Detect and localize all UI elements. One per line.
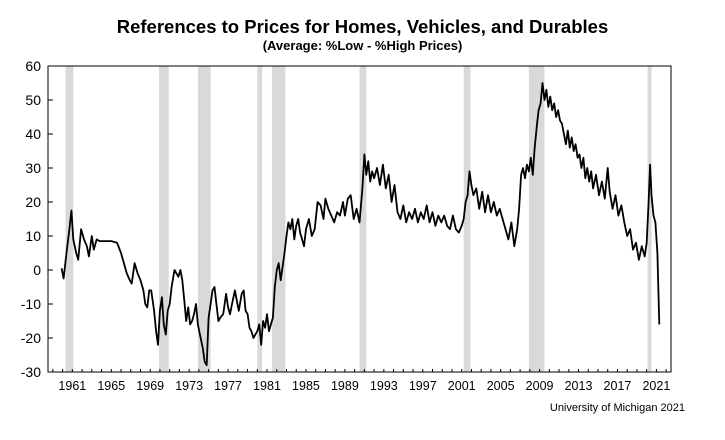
plot-frame [47, 65, 672, 373]
chart-subtitle: (Average: %Low - %High Prices) [262, 38, 463, 53]
x-tick-label: 2001 [448, 379, 476, 393]
x-tick-label: 2005 [487, 379, 515, 393]
y-tick-label: 50 [25, 92, 41, 108]
y-tick-label: -30 [21, 364, 41, 380]
recession-band [158, 66, 169, 372]
y-tick-label: 10 [25, 228, 41, 244]
recession-band [359, 66, 367, 372]
x-tick-label: 2021 [642, 379, 670, 393]
recession-band [528, 66, 545, 372]
y-tick-label: -10 [21, 296, 41, 312]
x-tick-label: 2017 [604, 379, 632, 393]
recession-band [257, 66, 263, 372]
series-lines [60, 82, 661, 367]
y-tick-label: 20 [25, 194, 41, 210]
y-axis-ticks: -30 -20 -10 0 10 20 30 40 50 60 [21, 58, 53, 380]
x-tick-label: 1961 [58, 379, 86, 393]
x-tick-label: 1997 [409, 379, 437, 393]
y-tick-label: 0 [33, 262, 41, 278]
recession-bands [65, 66, 652, 372]
x-tick-label: 1969 [136, 379, 164, 393]
x-tick-label: 1965 [97, 379, 125, 393]
recession-band [197, 66, 211, 372]
recession-band [647, 66, 652, 372]
y-tick-label: 40 [25, 126, 41, 142]
recession-band [65, 66, 74, 372]
series-line [60, 82, 661, 367]
x-tick-label: 1977 [214, 379, 242, 393]
x-axis-ticks: 1961 1965 1969 1973 1977 1981 1985 1989 1993 1997… [52, 369, 670, 393]
chart-axes [47, 65, 672, 373]
source-note: University of Michigan 2021 [549, 402, 685, 414]
x-tick-label: 1989 [331, 379, 359, 393]
x-tick-label: 2009 [526, 379, 554, 393]
y-tick-label: 30 [25, 160, 41, 176]
x-tick-label: 1985 [292, 379, 320, 393]
y-tick-label: 60 [25, 58, 41, 74]
x-tick-label: 1981 [253, 379, 281, 393]
recession-band [271, 66, 286, 372]
x-tick-label: 1993 [370, 379, 398, 393]
x-tick-label: 2013 [565, 379, 593, 393]
y-tick-label: -20 [21, 330, 41, 346]
chart-title: References to Prices for Homes, Vehicles… [116, 16, 609, 37]
recession-band [463, 66, 471, 372]
x-tick-label: 1973 [175, 379, 203, 393]
